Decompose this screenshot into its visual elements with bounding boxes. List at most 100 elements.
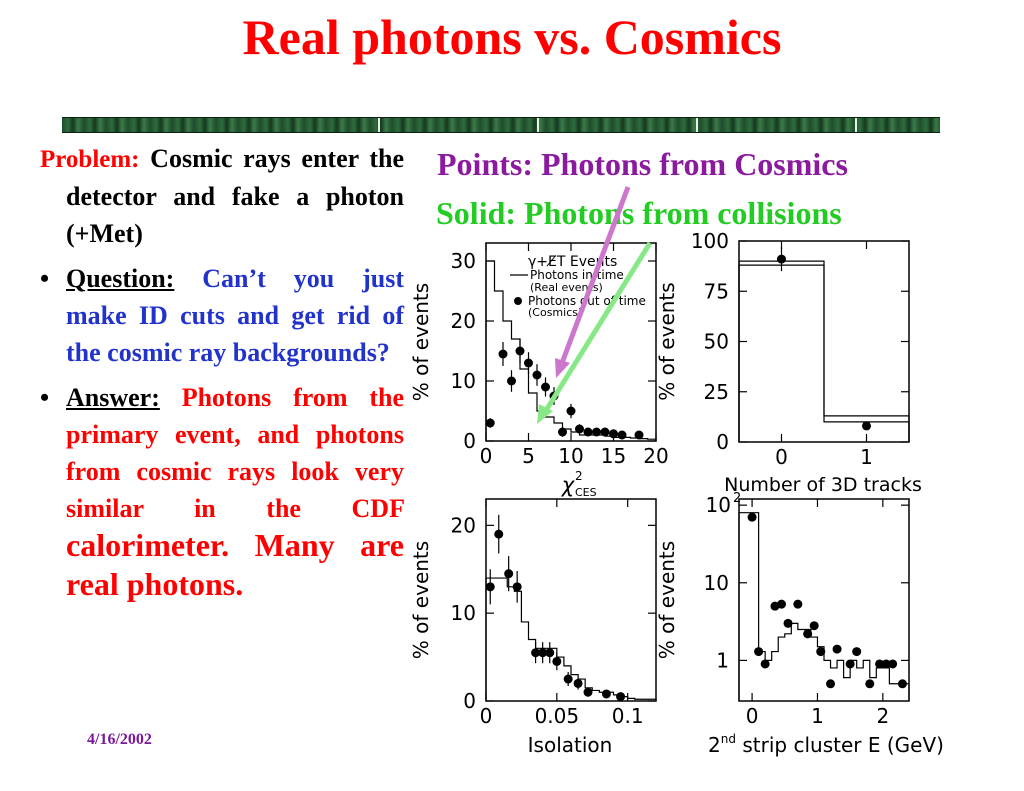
problem-paragraph: Problem: Cosmic rays enter the detector … [40,140,404,252]
data-point [575,424,584,434]
data-point [524,358,533,368]
y-tick-label: 50 [704,330,729,354]
data-point [573,678,583,688]
y-tick-label: 0 [716,430,729,454]
data-point [617,430,627,440]
x-tick-label: 10 [558,444,583,468]
data-point [532,370,542,380]
y-axis-label: % of events [655,541,679,659]
data-point [485,418,495,428]
chi2-histogram: 0 10 20 30 0 5 10 15 20 % of events χ 2 CES γ+E̸T Eve… [409,242,669,499]
text-column: Problem: Cosmic rays enter the detector … [40,140,404,605]
data-point [545,648,555,658]
y-tick-label: 20 [451,309,476,333]
data-point [832,644,842,654]
question-paragraph: • Question: Can’t you just make ID cuts a… [40,260,404,371]
problem-label: Problem: [40,146,140,173]
y-tick-label: 30 [451,249,476,273]
x-tick-label: 0 [480,444,493,468]
legend-points-sublabel: (Cosmics) [528,306,582,319]
data-point [494,529,504,539]
data-point [852,647,862,657]
x-tick-label: 15 [601,444,626,468]
answer-text: Photons from the primary event, and phot… [66,383,405,523]
data-point [845,659,855,669]
data-point [881,659,891,669]
y-axis-label: % of events [409,541,433,659]
divider-separator [537,118,539,132]
x-tick-label: 2 [876,704,889,728]
x-tick-label: 0 [775,445,788,469]
y-tick-label: 0 [463,429,476,453]
answer-text-large: calorimeter. Many are real photons. [66,527,404,602]
x-axis-label-subscript: CES [575,486,597,499]
y-tick-label: 75 [704,279,729,303]
data-point [583,427,593,437]
slide-title: Real photons vs. Cosmics [242,9,782,65]
x-tick-label: 0.05 [535,704,580,728]
x-axis-label: Number of 3D tracks [724,474,922,496]
x-tick-label: 0.1 [612,704,644,728]
legend-line-label: Photons in time [530,268,624,282]
data-point [507,376,516,386]
tracks-histogram: 0 25 50 75 100 0 1 % of events Number of 3D trac… [655,229,922,496]
purple-arrowhead-icon [555,358,570,378]
data-point [541,382,550,392]
divider-separator [696,118,698,132]
data-point [777,599,786,609]
legend-point-swatch [514,297,522,305]
y-tick-label: 10 [706,493,731,517]
x-axis-label: Isolation [528,733,613,757]
data-point [897,679,907,689]
data-point [485,582,495,592]
legend-line-sublabel: (Real events) [530,281,603,294]
solid-histogram-line [485,577,657,701]
y-tick-label: 10 [704,571,729,595]
legend-title: γ+E̸T Events [528,254,617,270]
points-caption: Points: Photons from Cosmics [437,146,848,182]
data-point [512,582,522,592]
data-point [747,512,757,522]
y-tick-label-exponent: 2 [733,491,741,506]
data-point [809,621,819,631]
data-point [760,659,770,669]
solid-histogram-line [738,512,910,701]
data-point [783,618,793,628]
data-point [816,647,826,657]
x-axis-label: 2nd strip cluster E (GeV) [708,732,944,757]
plot-frame [738,498,910,702]
data-point [600,427,610,437]
y-tick-label: 1 [716,648,729,672]
data-point [754,647,764,657]
data-point [531,648,541,658]
data-point [875,659,885,669]
data-point [888,659,898,669]
bullet-icon: • [40,383,50,412]
data-point [566,406,576,416]
question-label: Question: [66,264,175,293]
isolation-histogram: 0 10 20 0 0.05 0.1 % of events Isolation [409,498,657,757]
data-point [601,689,611,699]
decorative-divider-bar [62,117,940,133]
data-point [862,421,871,431]
y-axis-label: % of events [409,283,433,401]
data-point [793,599,803,609]
data-point [826,679,836,689]
x-tick-label: 1 [860,445,873,469]
answer-paragraph: • Answer: Photons from the primary event,… [40,379,404,605]
y-tick-label: 10 [451,601,476,625]
x-axis-label: χ [561,473,576,497]
x-tick-label: 5 [522,444,535,468]
data-point [563,674,573,684]
green-arrowhead-icon [537,404,553,424]
data-point [498,349,508,359]
problem-text: Cosmic rays enter the detector and fake … [66,144,405,248]
y-axis-label: % of events [655,282,679,400]
x-tick-label: 0 [746,704,759,728]
y-tick-label: 0 [463,689,476,713]
question-text: Can’t you just make ID cuts and get rid … [66,264,404,367]
data-point [515,346,525,356]
data-point [558,427,567,437]
